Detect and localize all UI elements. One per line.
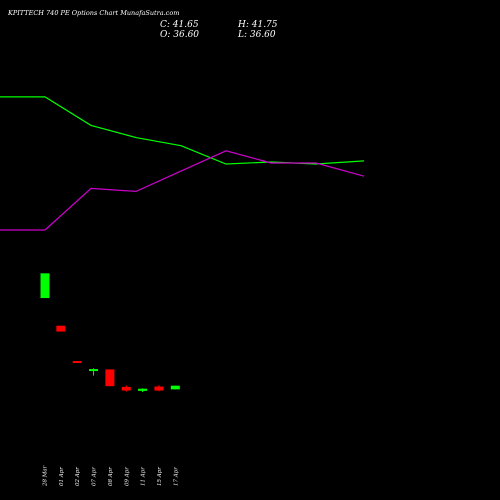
date-label: 02 Apr [75,467,81,486]
high-readout: H: 41.75 [237,20,278,30]
candle-bar [40,273,50,299]
low-readout: L: 36.60 [237,30,276,40]
candle-body [89,369,99,372]
indicator-lines [0,96,365,231]
candle-body [56,325,66,332]
indicator-line-1 [0,96,365,165]
date-label: 01 Apr [59,467,65,486]
open-readout: O: 36.60 [160,30,199,40]
candle-body [72,361,82,364]
candles [40,273,180,392]
close-readout: C: 41.65 [160,20,199,30]
indicator-line-2 [0,150,365,231]
date-labels: 28 Mar 01 Apr 02 Apr 07 Apr 08 Apr 09 Apr 11 A… [43,465,180,487]
date-label: 11 Apr [141,467,147,486]
candle-body [138,388,148,391]
date-label: 15 Apr [157,467,163,486]
date-label: 07 Apr [92,467,98,486]
candle-body [170,385,180,390]
date-label: 08 Apr [108,467,114,486]
date-label: 28 Mar [43,465,49,487]
candle-body [105,369,115,387]
date-label: 17 Apr [173,467,179,486]
date-label: 09 Apr [124,467,130,486]
candle-body [154,386,164,391]
candle-body [121,386,131,391]
chart-title: KPITTECH 740 PE Options Chart MunafaSutr… [7,9,179,17]
